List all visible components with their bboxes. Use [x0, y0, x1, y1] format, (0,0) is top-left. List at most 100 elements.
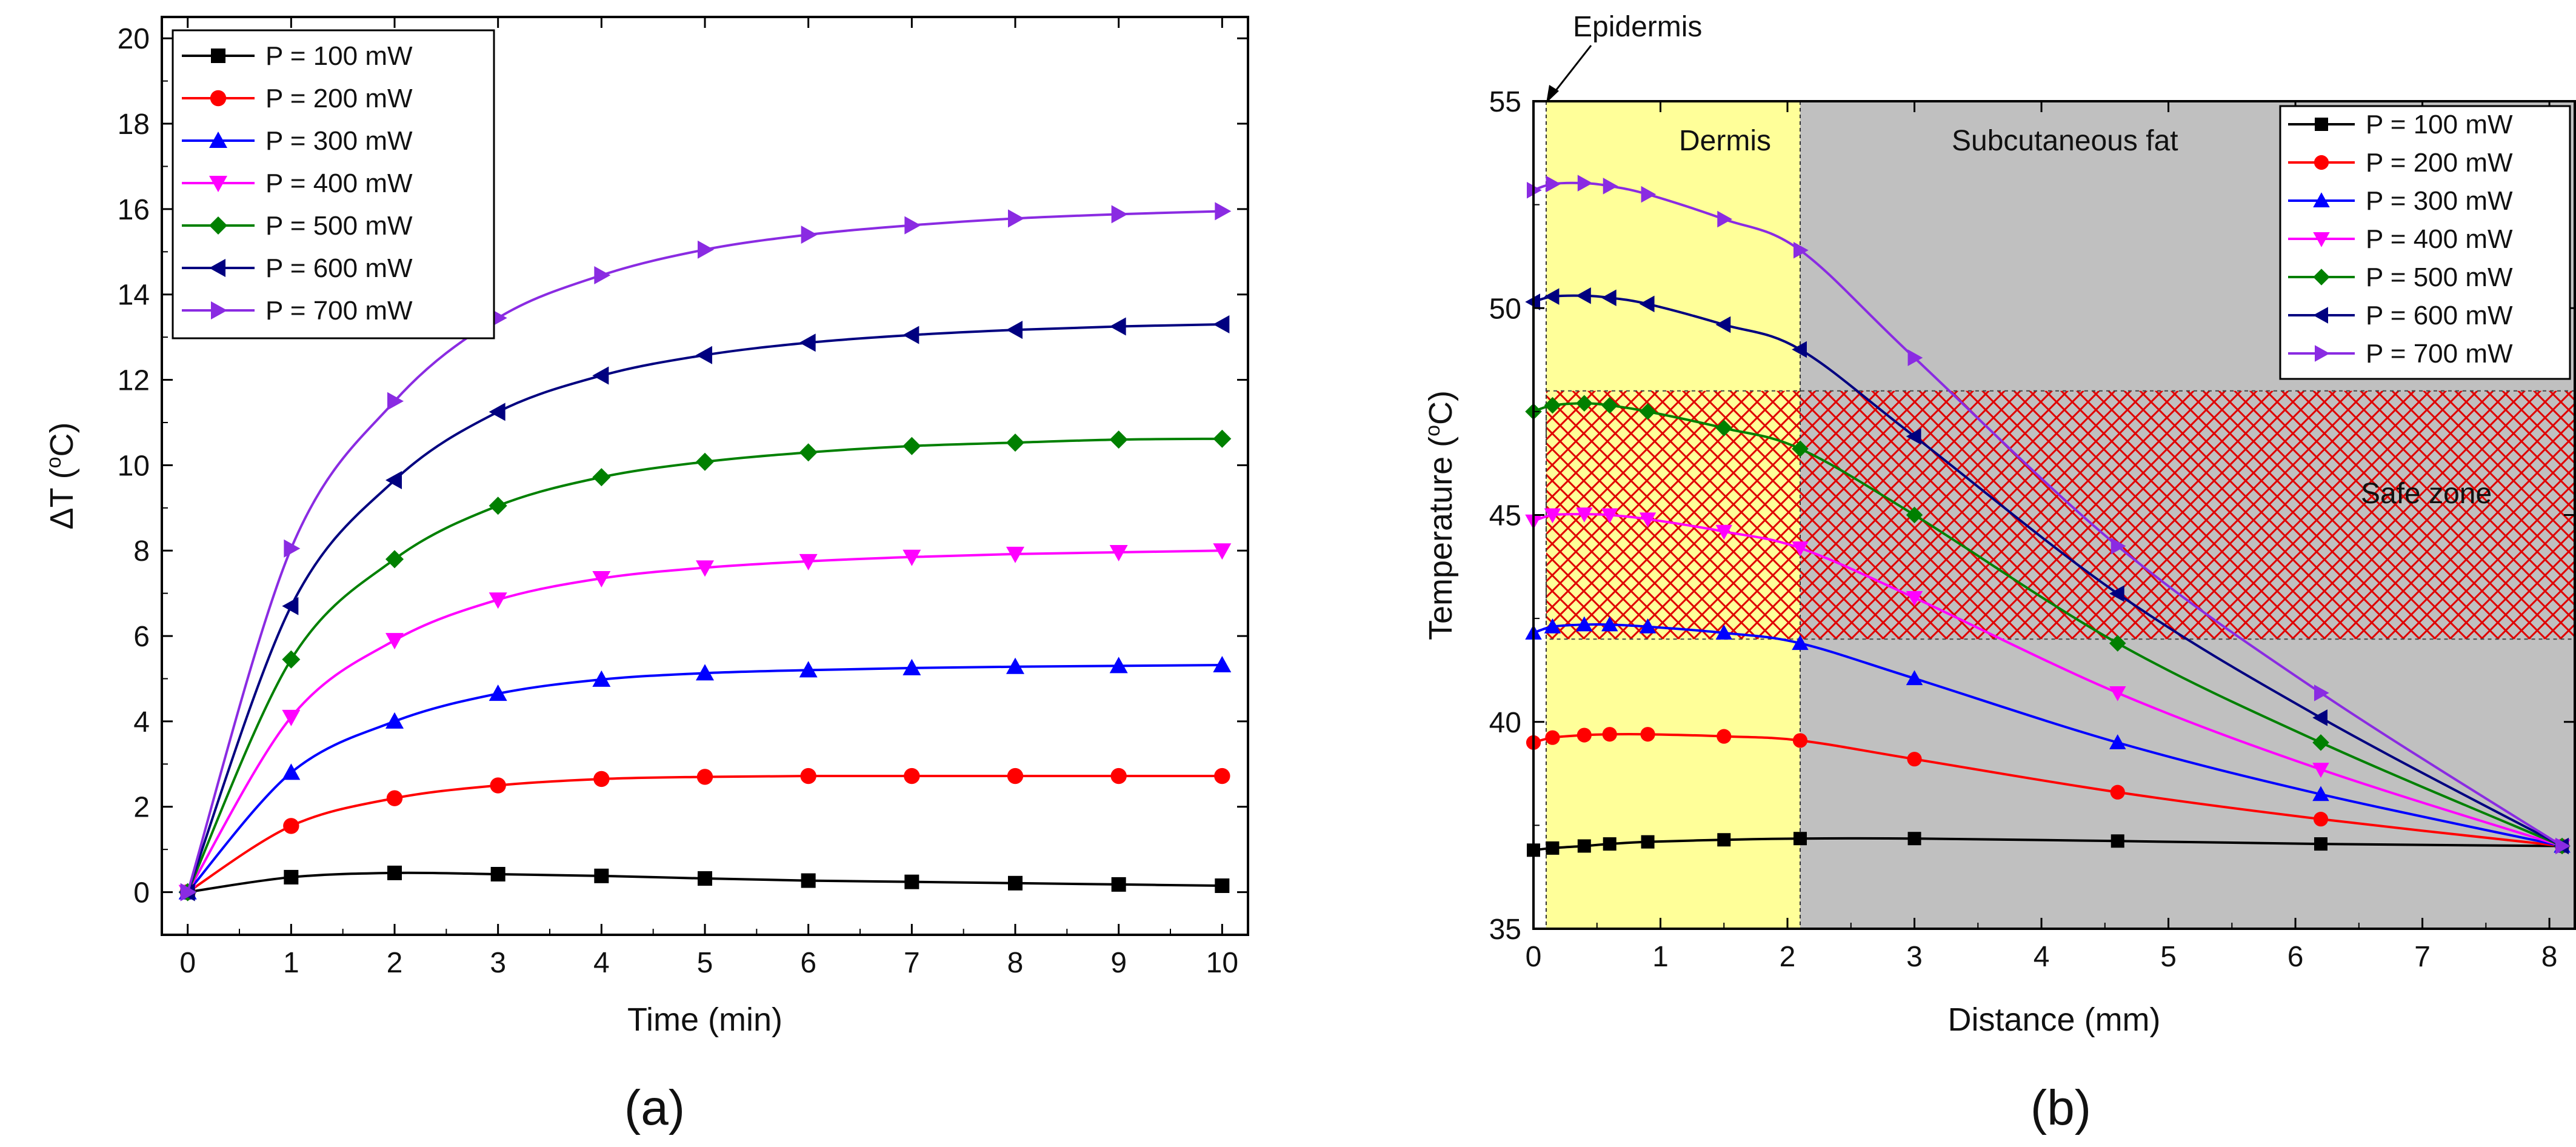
epidermis-arrow-line [1550, 45, 1592, 96]
data-point-p-200-mw-7 [1907, 752, 1922, 767]
panel-b-y-axis-label-sup: o [1421, 425, 1444, 436]
data-point-p-400-mw-1 [1544, 508, 1561, 524]
data-point-p-600-mw-5 [1715, 316, 1731, 333]
panel-b-x-axis-label: Distance (mm) [1947, 1002, 2160, 1038]
legend-label-p-500-mw: P = 500 mW [265, 211, 413, 241]
data-point-p-100-mw-1 [1546, 841, 1560, 855]
legend-marker-p-400-mw [209, 176, 227, 192]
data-point-p-700-mw-2 [1577, 175, 1593, 192]
data-point-p-300-mw-4 [592, 670, 611, 687]
region-label-subcutaneous-fat: Subcutaneous fat [1952, 125, 2178, 157]
data-point-p-600-mw-4 [592, 366, 609, 385]
y-tick-label-0: 0 [133, 877, 150, 909]
data-point-p-100-mw-7 [1907, 832, 1921, 846]
data-point-p-400-mw-8 [2109, 686, 2126, 701]
data-point-p-700-mw-7 [904, 216, 921, 235]
panel-b-plot-area [1525, 175, 2571, 857]
legend-label-p-100-mw: P = 100 mW [265, 41, 413, 71]
data-point-p-500-mw-10 [1213, 429, 1232, 448]
data-point-p-200-mw-9 [1110, 767, 1127, 784]
data-point-p-400-mw-10 [1213, 543, 1232, 560]
data-point-p-300-mw-9 [1109, 657, 1128, 674]
legend-marker-p-100-mw [211, 48, 225, 63]
data-point-p-700-mw-1 [284, 539, 301, 558]
legend-label-p-400-mw: P = 400 mW [265, 169, 413, 198]
data-point-p-300-mw-10 [1213, 655, 1232, 672]
legend-marker-p-700-mw [2315, 345, 2330, 362]
data-point-p-700-mw-8 [1008, 209, 1024, 228]
data-point-p-600-mw-5 [696, 346, 712, 364]
y-tick-label-6: 6 [133, 621, 150, 653]
x-tick-label-7: 7 [2414, 941, 2431, 973]
data-point-p-400-mw-3 [489, 592, 507, 609]
data-point-p-600-mw-2 [385, 471, 402, 490]
legend-marker-p-200-mw [2314, 155, 2329, 170]
data-point-p-500-mw-7 [903, 436, 921, 455]
x-tick-label-2: 2 [387, 947, 403, 979]
data-point-p-300-mw-1 [282, 763, 301, 780]
legend-marker-p-100-mw [2315, 118, 2328, 131]
x-tick-label-8: 8 [1007, 947, 1024, 979]
legend-marker-p-300-mw [2313, 192, 2330, 207]
data-point-p-200-mw-8 [1007, 767, 1024, 784]
y-tick-label-2: 2 [133, 792, 150, 824]
data-point-p-700-mw-5 [698, 240, 714, 259]
x-tick-label-9: 9 [1110, 947, 1127, 979]
series-line-p-700-mw [1533, 181, 2563, 848]
data-point-p-300-mw-7 [903, 658, 921, 675]
y-tick-label-55: 55 [1489, 86, 1521, 118]
x-tick-label-4: 4 [593, 947, 610, 979]
data-point-p-600-mw-6 [1792, 341, 1807, 358]
x-tick-label-7: 7 [904, 947, 920, 979]
data-point-p-700-mw-3 [1603, 178, 1618, 195]
data-point-p-400-mw-1 [282, 709, 301, 726]
data-point-p-400-mw-6 [799, 553, 818, 570]
data-point-p-400-mw-9 [1109, 545, 1128, 562]
panel-a-label: (a) [624, 1080, 685, 1135]
x-tick-label-10: 10 [1206, 947, 1238, 979]
series-line-p-600-mw [186, 323, 1223, 893]
data-point-p-500-mw-8 [1006, 433, 1024, 452]
data-point-p-300-mw-4 [1639, 618, 1657, 634]
legend-marker-p-200-mw [210, 90, 227, 107]
data-point-p-500-mw-1 [282, 650, 301, 669]
data-point-p-300-mw-3 [1601, 616, 1618, 632]
legend-marker-p-500-mw [2313, 269, 2330, 286]
y-tick-label-40: 40 [1489, 707, 1521, 739]
data-point-p-500-mw-3 [489, 497, 507, 515]
x-tick-label-8: 8 [2541, 941, 2558, 973]
x-tick-label-1: 1 [1652, 941, 1669, 973]
panel-a-legend: P = 100 mW P = 200 mW P = 300 mW P = 400 mW… [172, 29, 495, 339]
data-point-p-700-mw-1 [1546, 175, 1561, 193]
panel-b-tissue-regions [1545, 101, 2575, 929]
panel-a-x-axis-label: Time (min) [627, 1002, 782, 1038]
data-point-p-600-mw-7 [1906, 428, 1921, 445]
data-point-p-700-mw-2 [387, 392, 404, 410]
safe-zone-label: Safe zone [2361, 478, 2492, 510]
data-point-p-200-mw-3 [1602, 727, 1617, 742]
safe-zone-region [1545, 390, 2575, 640]
y-tick-label-45: 45 [1489, 500, 1521, 532]
data-point-p-500-mw-5 [1715, 420, 1733, 436]
data-point-p-200-mw-6 [800, 767, 816, 784]
legend-label-p-400-mw: P = 400 mW [2366, 224, 2513, 254]
data-point-p-500-mw-9 [1109, 430, 1128, 449]
y-tick-label-50: 50 [1489, 293, 1521, 325]
data-point-p-700-mw-9 [2314, 684, 2329, 701]
data-point-p-300-mw-7 [1906, 670, 1923, 686]
data-point-p-600-mw-4 [1639, 295, 1655, 313]
x-tick-label-5: 5 [697, 947, 713, 979]
data-point-p-100-mw-6 [1793, 832, 1807, 846]
series-line-p-500-mw [186, 437, 1223, 893]
data-point-p-400-mw-8 [1006, 546, 1024, 563]
y-tick-label-16: 16 [118, 194, 150, 226]
data-point-p-500-mw-6 [799, 443, 818, 462]
region-label-epidermis: Epidermis [1573, 11, 1702, 43]
series-line-p-500-mw [1533, 402, 2563, 848]
series-line-p-300-mw [1533, 623, 2563, 848]
y-tick-label-20: 20 [118, 23, 150, 55]
